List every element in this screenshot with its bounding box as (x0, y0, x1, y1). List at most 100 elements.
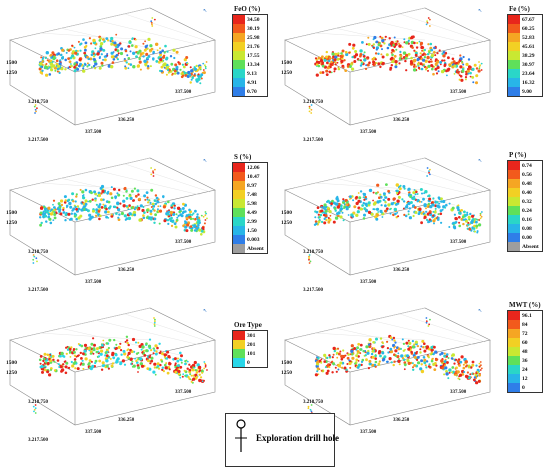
sample-point (198, 373, 201, 376)
legend-value: 96.1 (522, 312, 532, 319)
sample-point (57, 202, 61, 206)
sample-point (168, 209, 170, 211)
sample-point (391, 48, 395, 52)
sample-point (153, 217, 157, 221)
sample-point (181, 207, 185, 210)
sample-point (194, 217, 197, 221)
sample-point (367, 36, 370, 39)
sample-point (420, 359, 424, 363)
sample-point (52, 57, 56, 61)
sample-point (459, 360, 463, 364)
legend-entry: 0.32 (508, 197, 542, 206)
sample-point (328, 363, 332, 366)
sample-point (75, 195, 78, 198)
sample-point (39, 216, 42, 219)
grid-line (124, 313, 211, 343)
sample-point (77, 354, 80, 357)
sample-point (107, 39, 110, 42)
sample-point (52, 199, 56, 202)
sample-point (164, 44, 167, 48)
sample-point (181, 375, 184, 378)
sample-point (77, 216, 81, 220)
sample-point (80, 344, 84, 348)
axis-label-x3: 337.500 (175, 390, 192, 395)
sample-point (53, 213, 57, 216)
sample-point (153, 349, 156, 352)
sample-point (114, 353, 118, 357)
sample-point (111, 39, 114, 43)
sample-point (384, 204, 387, 208)
sample-point (62, 363, 65, 366)
sample-point (94, 359, 98, 363)
legend-swatch (508, 197, 520, 206)
sample-point (336, 212, 339, 216)
sample-point (375, 192, 378, 195)
sample-point (162, 370, 165, 373)
sample-point (373, 35, 377, 40)
sample-point (362, 217, 366, 220)
sample-point (79, 351, 83, 355)
sample-point (162, 195, 165, 198)
legend-entry: 9.00 (508, 87, 542, 96)
sample-point (170, 204, 173, 207)
sample-point (82, 67, 85, 70)
sample-point (106, 364, 109, 368)
sample-point (465, 219, 468, 223)
sample-point (336, 57, 340, 61)
sample-point (134, 45, 138, 49)
axis-label-x2: 337.500 (360, 280, 377, 285)
sample-point (123, 214, 127, 218)
sample-point (419, 52, 422, 55)
sample-point (457, 377, 460, 380)
sample-point (473, 63, 477, 67)
sample-point (466, 375, 469, 378)
sample-point (412, 68, 417, 72)
sample-point (81, 194, 84, 197)
sample-point (382, 345, 385, 348)
sample-point (88, 37, 91, 40)
legend-swatch (233, 87, 245, 96)
sample-point (413, 364, 416, 367)
sample-point (106, 53, 109, 55)
sample-point (398, 44, 402, 48)
sample-point (204, 64, 206, 67)
sample-point (456, 68, 459, 71)
legend-value: 24 (522, 366, 528, 373)
sample-point (358, 59, 360, 62)
sample-point (158, 222, 161, 225)
sample-point (429, 42, 433, 46)
sample-point (421, 49, 424, 52)
sample-point (463, 210, 466, 214)
sample-point (387, 351, 390, 354)
sample-point (150, 173, 153, 176)
legend-value: 0.48 (522, 180, 532, 187)
sample-point (190, 78, 193, 81)
sample-point (134, 206, 137, 209)
axis-label-y1: 3.218.750 (28, 400, 48, 405)
sample-point (175, 213, 178, 216)
sample-point (65, 352, 68, 355)
sample-point (41, 56, 45, 60)
sample-point (177, 214, 180, 217)
sample-point (321, 211, 324, 214)
sample-point (189, 225, 193, 228)
sample-point (416, 358, 419, 361)
sample-point (122, 204, 126, 208)
axis-label-x2: 337.500 (360, 130, 377, 135)
sample-point (478, 223, 482, 227)
sample-point (182, 210, 186, 214)
sample-point (121, 359, 125, 363)
grid-line (314, 332, 426, 341)
sample-point (125, 205, 128, 208)
legend-value: 0.40 (522, 189, 532, 196)
sample-point (326, 369, 330, 373)
sample-point (342, 219, 345, 222)
sample-point (385, 53, 389, 57)
sample-point (58, 206, 62, 209)
sample-point (144, 198, 147, 201)
sample-point (142, 206, 145, 209)
sample-point (434, 67, 438, 71)
sample-point (475, 81, 478, 85)
sample-point (89, 350, 93, 353)
sample-point (396, 40, 399, 43)
